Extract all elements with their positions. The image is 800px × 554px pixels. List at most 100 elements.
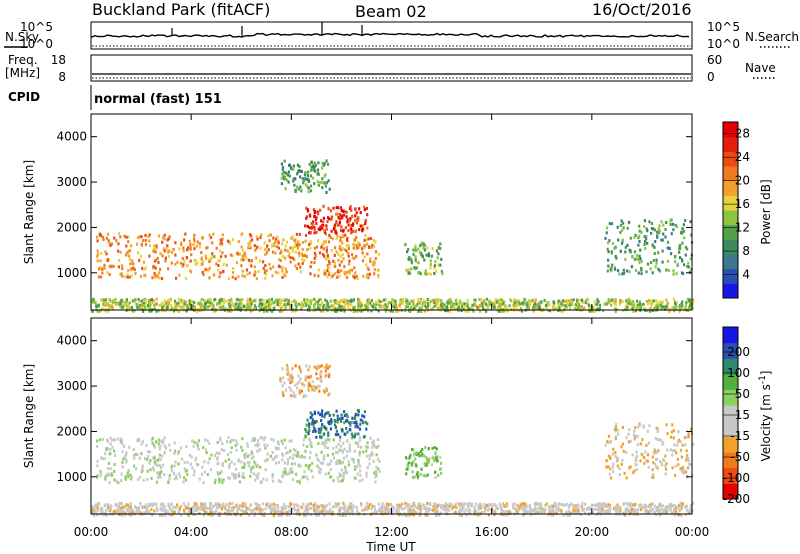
echo-cell xyxy=(412,448,415,452)
echo-cell xyxy=(286,302,289,306)
echo-cell xyxy=(613,301,616,305)
echo-cell xyxy=(358,450,361,454)
echo-cell xyxy=(367,267,370,271)
echo-cell xyxy=(193,301,196,305)
echo-cell xyxy=(596,300,599,304)
echo-cell xyxy=(374,480,377,484)
echo-cell xyxy=(621,238,624,242)
echo-cell xyxy=(319,379,322,382)
echo-cell xyxy=(284,470,287,473)
echo-cell xyxy=(167,254,170,258)
echo-cell xyxy=(106,467,110,471)
echo-cell xyxy=(498,309,501,313)
echo-cell xyxy=(347,252,350,255)
echo-cell xyxy=(328,305,331,309)
echo-cell xyxy=(335,461,338,465)
echo-cell xyxy=(117,509,120,513)
echo-cell xyxy=(313,182,316,186)
echo-cell xyxy=(320,419,323,423)
echo-cell xyxy=(634,510,637,514)
echo-cell xyxy=(369,513,373,517)
echo-cell xyxy=(153,460,156,464)
echo-cell xyxy=(185,277,188,281)
echo-cell xyxy=(322,247,325,251)
echo-cell xyxy=(326,264,329,267)
echo-cell xyxy=(190,301,193,305)
echo-cell xyxy=(666,246,669,250)
echo-cell xyxy=(357,409,360,412)
echo-cell xyxy=(92,298,95,302)
echo-cell xyxy=(643,225,646,228)
echo-cell xyxy=(334,433,338,437)
echo-cell xyxy=(343,456,346,460)
echo-cell xyxy=(238,252,241,256)
echo-cell xyxy=(179,446,183,450)
echo-cell xyxy=(503,513,506,517)
echo-cell xyxy=(324,472,327,476)
echo-cell xyxy=(459,302,462,306)
echo-cell xyxy=(647,302,650,306)
echo-cell xyxy=(189,259,192,263)
echo-cell xyxy=(258,448,261,452)
echo-cell xyxy=(144,298,147,302)
echo-cell xyxy=(406,504,409,508)
echo-cell xyxy=(306,178,309,181)
echo-cell xyxy=(654,436,657,440)
echo-cell xyxy=(461,502,464,506)
echo-cell xyxy=(642,424,645,428)
echo-cell xyxy=(269,300,272,304)
echo-cell xyxy=(482,307,485,311)
echo-cell xyxy=(636,257,639,261)
echo-cell xyxy=(467,509,470,513)
echo-cell xyxy=(552,504,555,508)
echo-cell xyxy=(591,511,595,515)
echo-cell xyxy=(365,263,368,267)
echo-cell xyxy=(224,254,227,258)
echo-cell xyxy=(254,270,257,274)
echo-cell xyxy=(339,444,342,448)
echo-cell xyxy=(188,239,191,243)
echo-cell xyxy=(318,365,321,368)
echo-cell xyxy=(284,248,287,252)
echo-cell xyxy=(556,306,559,310)
echo-cell xyxy=(214,309,217,313)
echo-cell xyxy=(423,454,426,458)
echo-cell xyxy=(234,476,237,479)
echo-cell xyxy=(434,451,437,455)
echo-cell xyxy=(649,505,652,509)
echo-cell xyxy=(431,299,434,303)
echo-cell xyxy=(439,303,442,307)
echo-cell xyxy=(640,272,643,276)
echo-cell xyxy=(193,239,196,243)
echo-cell xyxy=(378,460,381,463)
echo-cell xyxy=(216,456,219,460)
echo-cell xyxy=(620,462,623,466)
echo-cell xyxy=(289,394,293,398)
echo-cell xyxy=(337,460,340,464)
echo-cell xyxy=(680,468,683,472)
echo-cell xyxy=(323,432,326,436)
echo-cell xyxy=(607,301,610,305)
echo-cell xyxy=(293,258,296,262)
echo-cell xyxy=(117,242,120,246)
echo-cell xyxy=(518,303,521,307)
echo-cell xyxy=(550,513,554,517)
echo-cell xyxy=(284,256,287,260)
echo-cell xyxy=(246,455,249,459)
echo-cell xyxy=(366,466,369,470)
echo-cell xyxy=(249,233,252,237)
echo-cell xyxy=(581,300,584,304)
echo-cell xyxy=(100,275,103,279)
echo-cell xyxy=(614,310,617,313)
echo-cell xyxy=(596,298,599,302)
echo-cell xyxy=(262,299,265,303)
echo-cell xyxy=(518,301,521,305)
echo-cell xyxy=(297,508,300,512)
echo-cell xyxy=(125,244,128,248)
echo-cell xyxy=(157,271,161,275)
echo-cell xyxy=(134,272,137,275)
echo-cell xyxy=(166,238,169,242)
echo-cell xyxy=(661,300,664,304)
echo-cell xyxy=(374,475,377,479)
echo-cell xyxy=(343,506,346,510)
